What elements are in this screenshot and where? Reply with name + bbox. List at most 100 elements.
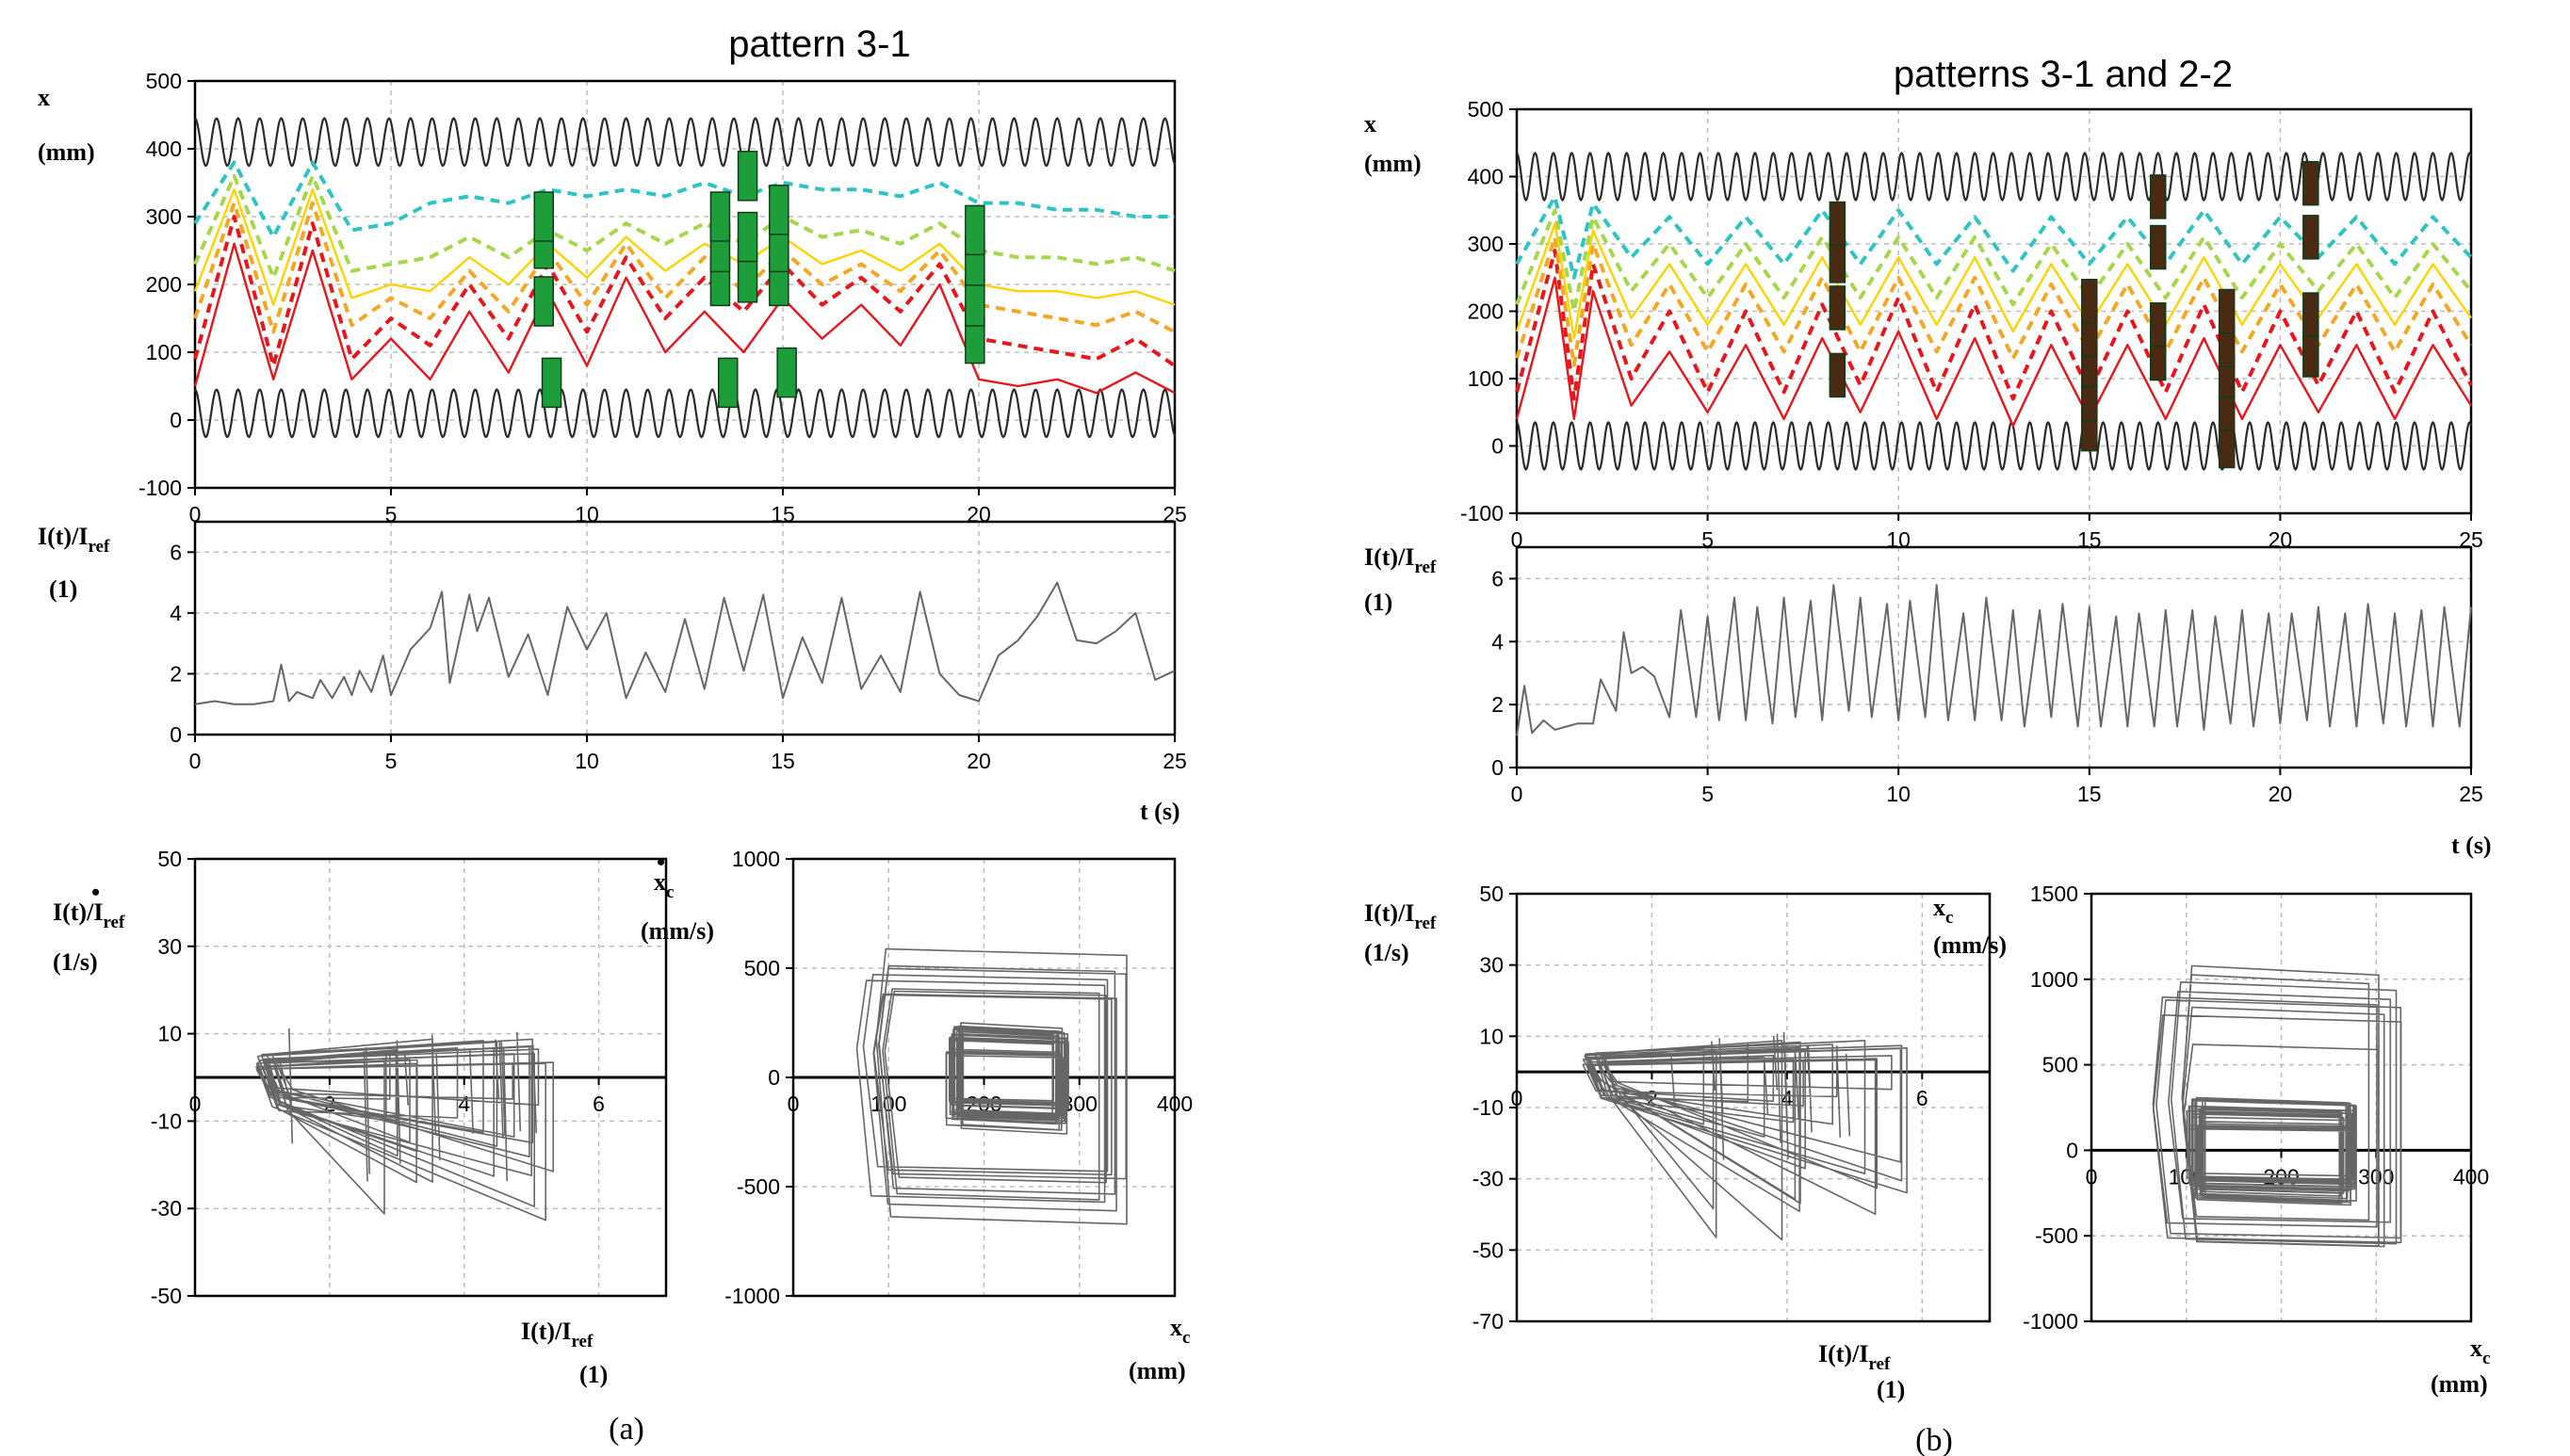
b-position-ytick-label: 0: [1491, 434, 1504, 459]
a-position-ytick-label: 200: [146, 272, 182, 297]
a-phase-intensity-ytick-label: 50: [157, 847, 182, 871]
a-phase-position-xtick-label: 0: [788, 1092, 800, 1116]
b-phase-intensity-ytick-label: -50: [1472, 1238, 1504, 1262]
panel-b-phase-position-ylabel: xc: [1933, 894, 1953, 928]
a-position-lower-boundary: [194, 388, 1177, 439]
a-phase-intensity-ytick-label: -30: [151, 1196, 182, 1221]
b-position-ytick-label: 400: [1468, 165, 1504, 189]
b-intensity-xtick-label: 0: [1511, 782, 1523, 806]
panel-b-phase-position-xlabel: xc: [2470, 1335, 2490, 1368]
b-position-xtick-label: 0: [1511, 527, 1523, 552]
b-position-ytick-label: 500: [1468, 97, 1504, 121]
panel-b-time-label: t (s): [2451, 832, 2492, 859]
panel-a-phase-position-yunit: (mm/s): [641, 917, 714, 945]
a-phase-intensity-xtick-label: 4: [458, 1092, 470, 1116]
b-intensity-ytick-label: 0: [1491, 755, 1504, 780]
b-position-ytick-label: 200: [1468, 299, 1504, 324]
a-intensity-xtick-label: 15: [771, 749, 795, 773]
a-position-marker: [533, 191, 554, 242]
panel-b-phase-intensity-xlabel: I(t)/Iref: [1818, 1340, 1891, 1374]
a-position-marker: [769, 185, 789, 235]
b-position-marker: [2149, 224, 2167, 270]
b-position-marker: [2302, 292, 2319, 337]
a-intensity-xtick-label: 5: [385, 749, 398, 773]
a-position-ytick-label: 300: [146, 204, 182, 229]
b-position-marker: [2302, 160, 2319, 206]
panel-a-phase-intensity-dot: •: [91, 879, 100, 906]
a-position-ytick-label: 100: [146, 340, 182, 364]
a-phase-intensity-ytick-label: -10: [151, 1108, 182, 1133]
b-intensity-ytick-label: 6: [1491, 566, 1504, 590]
b-position-marker: [2149, 302, 2167, 348]
panel-a-time-label: t (s): [1140, 798, 1180, 825]
a-intensity-ytick-label: 0: [170, 722, 182, 747]
panel-a-phase-position-xunit: (mm): [1129, 1357, 1186, 1384]
b-phase-position-trajectory: [2152, 964, 2402, 1248]
b-phase-intensity-xtick-label: 0: [1511, 1086, 1523, 1110]
b-phase-intensity-ytick-label: 10: [1479, 1024, 1504, 1048]
a-phase-intensity-ytick-label: 10: [157, 1022, 182, 1046]
b-position-series-lime: [1515, 208, 2473, 314]
b-phase-intensity-xtick-label: 6: [1916, 1086, 1928, 1110]
a-phase-position-ytick-label: 0: [768, 1065, 780, 1090]
a-phase-intensity-ytick-label: -50: [151, 1284, 182, 1308]
b-phase-intensity-ytick-label: -10: [1472, 1095, 1504, 1120]
b-position-lower-boundary: [1516, 420, 2473, 472]
a-position-series-red: [193, 242, 1176, 395]
b-phase-position-ytick-label: 1000: [2030, 967, 2078, 992]
b-position-marker: [2218, 288, 2236, 334]
panel-b-phase-position-xunit: (mm): [2431, 1370, 2488, 1398]
b-position-series-orange: [1515, 235, 2473, 367]
a-intensity-ytick-label: 4: [170, 601, 182, 625]
a-phase-position-ytick-label: -500: [737, 1174, 780, 1199]
a-phase-intensity-ytick-label: 30: [157, 934, 182, 959]
a-position-marker: [737, 211, 758, 263]
panel-b-position-yunit: (mm): [1364, 150, 1422, 177]
b-phase-position-xtick-label: 0: [2086, 1164, 2098, 1189]
b-position-marker: [1829, 285, 1846, 331]
a-phase-position-xtick-label: 400: [1157, 1092, 1193, 1116]
panel-a-phase-intensity-xlabel: I(t)/Iref: [521, 1318, 594, 1351]
b-position-ytick-label: 300: [1468, 232, 1504, 256]
a-intensity-ytick-label: 2: [170, 661, 182, 686]
panel-b-caption: (b): [1915, 1423, 1953, 1456]
b-intensity-xtick-label: 5: [1701, 782, 1714, 806]
b-phase-intensity-ytick-label: 30: [1479, 953, 1504, 978]
b-phase-position-frame: [2090, 892, 2473, 1323]
panel-b-intensity-chart: 0 2 4 6 0 5 10 15 20 25: [1491, 545, 2483, 806]
panel-a-intensity-yunit: (1): [49, 575, 77, 603]
a-position-series-cyan: [193, 160, 1175, 239]
panel-b-intensity-yunit: (1): [1364, 589, 1392, 616]
panel-a-phase-intensity-xunit: (1): [579, 1361, 608, 1388]
b-position-ytick-label: 100: [1468, 366, 1504, 391]
a-position-marker: [737, 151, 758, 202]
panel-b: patterns 3-1 and 2-2 -100010020030040050…: [1364, 54, 2492, 1456]
b-position-marker: [2302, 215, 2319, 260]
b-intensity-ytick-label: 2: [1491, 692, 1504, 717]
b-position-marker: [2081, 279, 2098, 324]
a-position-series-lime: [193, 173, 1176, 280]
panel-b-title: patterns 3-1 and 2-2: [1894, 54, 2233, 95]
b-intensity-frame: [1515, 545, 2473, 769]
b-phase-position-ytick-label: 0: [2066, 1138, 2078, 1162]
panel-a-caption: (a): [609, 1412, 644, 1447]
a-position-ytick-label: -100: [138, 476, 182, 500]
panel-a-phase-position-dot: •: [657, 849, 665, 876]
a-phase-position-ytick-label: -1000: [724, 1284, 780, 1308]
a-position-series-orange: [193, 201, 1176, 334]
b-position-marker: [1829, 352, 1846, 398]
a-position-ytick-label: 500: [146, 69, 182, 93]
a-intensity-xtick-label: 20: [967, 749, 991, 773]
a-phase-intensity-xtick-label: 0: [189, 1092, 202, 1116]
panel-b-intensity-ylabel: I(t)/Iref: [1364, 543, 1437, 577]
panel-b-phase-position-yunit: (mm/s): [1933, 931, 2007, 959]
b-phase-intensity-trajectory: [1582, 1031, 1908, 1241]
a-phase-position-trajectory: [855, 947, 1128, 1225]
a-phase-position-ytick-label: 500: [744, 956, 780, 980]
panel-b-phase-intensity-yunit: (1/s): [1364, 939, 1409, 966]
a-phase-position-ytick-label: 1000: [732, 847, 780, 871]
b-intensity-series: [1516, 584, 2472, 736]
